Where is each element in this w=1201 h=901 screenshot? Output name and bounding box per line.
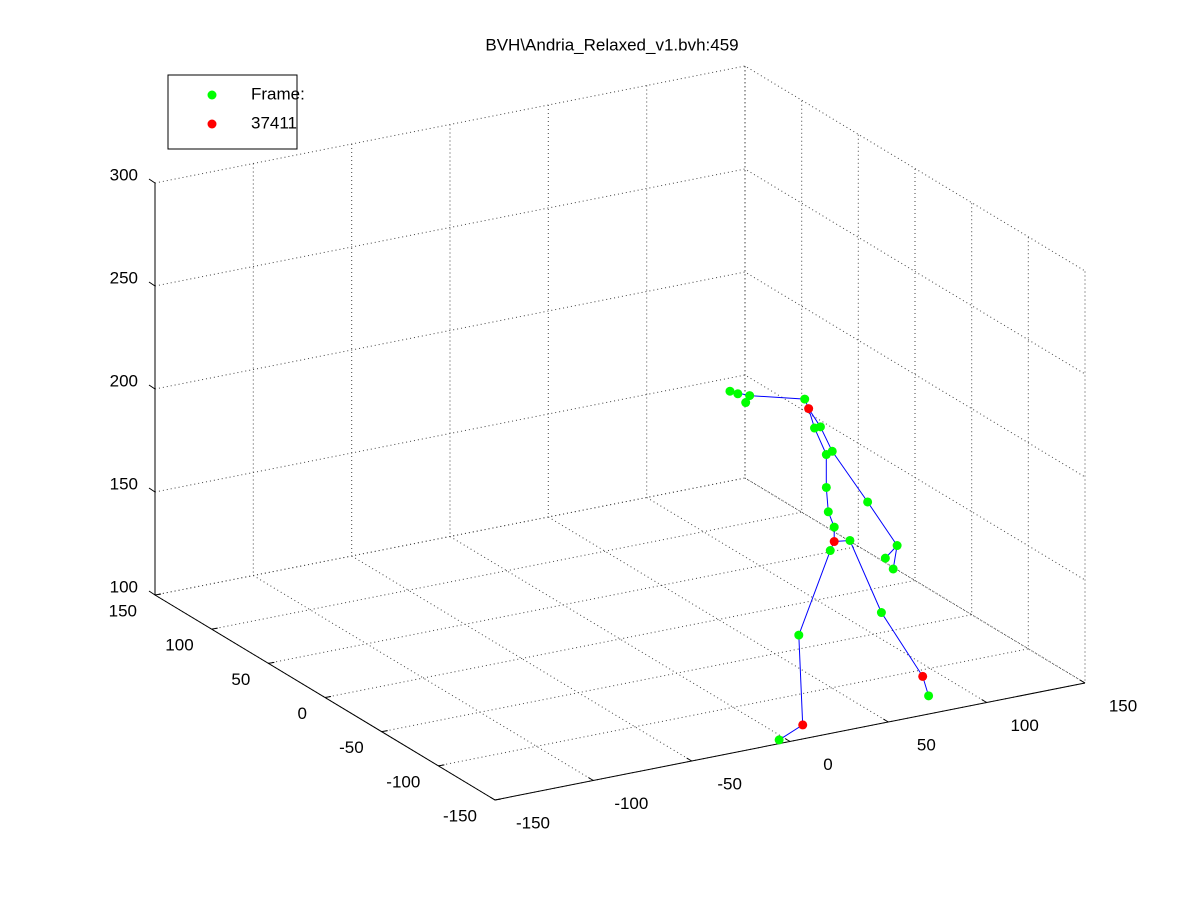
y-tick (324, 696, 332, 698)
joint-point (827, 446, 837, 456)
x-tick-label: -50 (717, 774, 742, 793)
y-tick-label: 100 (165, 636, 193, 655)
z-tick-label: 150 (110, 474, 138, 493)
z-tick-label: 250 (110, 268, 138, 287)
z-tick (148, 487, 156, 493)
joint-point (804, 404, 814, 414)
joint-point (823, 507, 833, 517)
x-tick-label: 100 (1010, 716, 1038, 735)
grid-line (438, 236, 1029, 767)
grid-line (154, 65, 1086, 272)
joint-point (888, 564, 898, 574)
legend-label: Frame: (251, 84, 305, 103)
x-tick-label: -100 (614, 794, 648, 813)
y-tick-label: 0 (298, 704, 307, 723)
joint-point (863, 497, 873, 507)
y-tick-label: 150 (109, 601, 137, 620)
grid-line (381, 202, 973, 733)
x-tick (883, 718, 889, 723)
y-tick (154, 593, 162, 596)
x-tick (489, 796, 496, 801)
x-tick (686, 757, 692, 762)
bone-line (729, 390, 835, 542)
y-tick-label: -150 (443, 806, 477, 825)
y-tick-label: 50 (231, 670, 250, 689)
legend: Frame: 37411 (167, 74, 305, 150)
grid-line (154, 477, 1086, 684)
legend-marker (207, 119, 217, 129)
legend-box (167, 74, 298, 150)
joint-point (741, 398, 751, 408)
grid-line (744, 66, 1086, 684)
grid-line (154, 271, 1086, 478)
y-tick (494, 798, 502, 801)
joint-point (845, 535, 855, 545)
joint-point (876, 608, 886, 618)
joint-point (825, 546, 835, 556)
z-tick (148, 178, 156, 184)
joint-point (815, 422, 825, 432)
joint-point (745, 391, 755, 401)
joint-point (892, 541, 902, 551)
grid-line (154, 374, 1086, 581)
y-tick-label: -50 (339, 738, 364, 757)
grid-line (324, 168, 916, 698)
joint-point (829, 537, 839, 547)
z-tick-label: 300 (110, 165, 138, 184)
joint-point (918, 671, 928, 681)
x-tick (784, 738, 791, 742)
joint-point (821, 482, 831, 492)
joint-point (880, 553, 890, 563)
x-tick (588, 777, 594, 781)
x-tick (981, 699, 987, 703)
y-tick (268, 661, 275, 664)
x-tick-label: -150 (516, 813, 550, 832)
joint-point (794, 630, 804, 640)
joint-point (774, 735, 784, 745)
joint-point (798, 720, 808, 730)
z-tick (148, 281, 156, 287)
joint-point (725, 386, 735, 396)
z-tick-label: 100 (110, 577, 138, 596)
y-tick (211, 627, 218, 630)
grid-line (211, 100, 803, 630)
joint-point (924, 691, 934, 701)
z-tick-label: 200 (110, 371, 138, 390)
z-tick (148, 590, 156, 596)
x-tick-label: 0 (823, 755, 832, 774)
x-tick-label: 150 (1109, 696, 1137, 715)
legend-marker (207, 90, 217, 100)
y-tick-label: -100 (386, 772, 420, 791)
joint-point (733, 389, 743, 399)
y-tick (438, 764, 445, 767)
joint-point (800, 394, 810, 404)
y-tick (381, 730, 388, 733)
grid-line (268, 134, 859, 664)
legend-label: 37411 (251, 113, 297, 132)
x-tick (1079, 679, 1086, 684)
chart-title: BVH\Andria_Relaxed_v1.bvh:459 (485, 35, 738, 54)
x-tick-label: 50 (917, 735, 936, 754)
z-tick (148, 384, 156, 390)
grid-line (646, 85, 987, 703)
grid-line (154, 168, 1086, 375)
joint-point (829, 522, 839, 532)
